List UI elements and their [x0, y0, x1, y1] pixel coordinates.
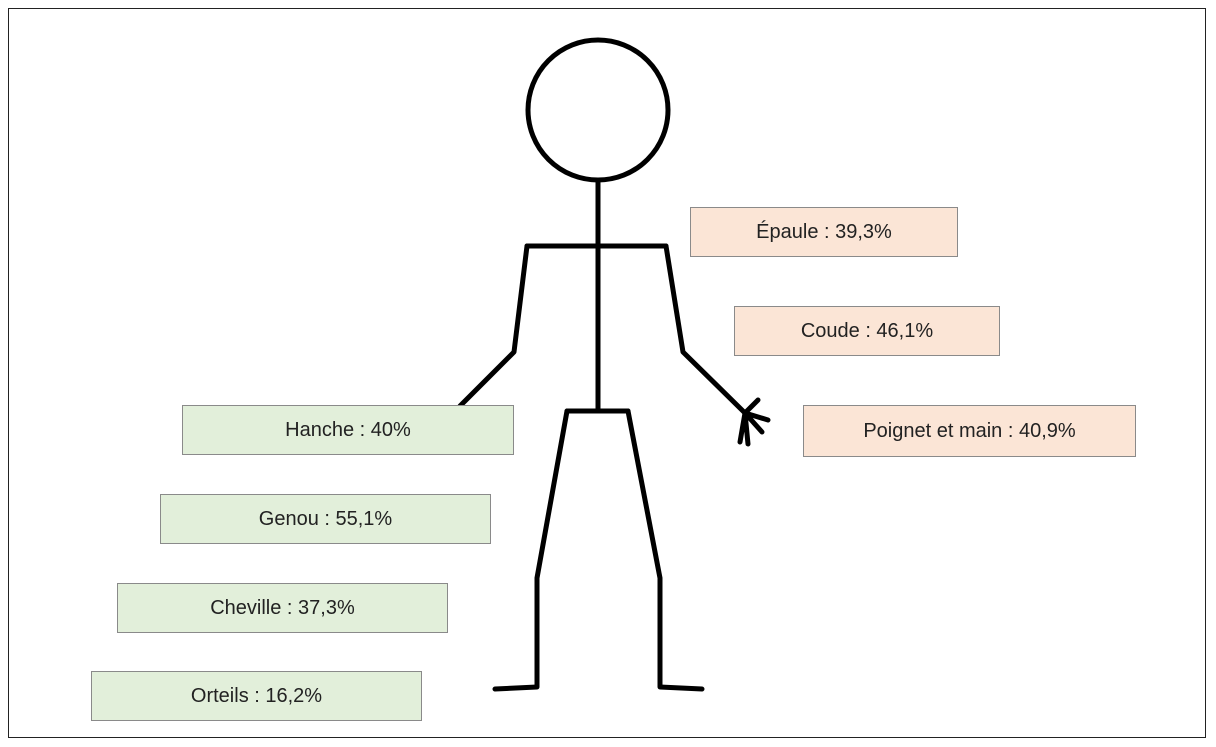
label-box: Hanche : 40%: [182, 405, 514, 455]
page: Épaule : 39,3% Coude : 46,1% Poignet et …: [0, 0, 1216, 747]
head: [528, 40, 668, 180]
label-box: Genou : 55,1%: [160, 494, 491, 544]
label-box: Poignet et main : 40,9%: [803, 405, 1136, 457]
label-box: Coude : 46,1%: [734, 306, 1000, 356]
right-hand: [740, 400, 768, 444]
label-box: Épaule : 39,3%: [690, 207, 958, 257]
label-box: Orteils : 16,2%: [91, 671, 422, 721]
label-box: Cheville : 37,3%: [117, 583, 448, 633]
stick-figure: [0, 0, 1216, 747]
right-leg: [628, 411, 702, 689]
left-arm: [460, 246, 527, 406]
